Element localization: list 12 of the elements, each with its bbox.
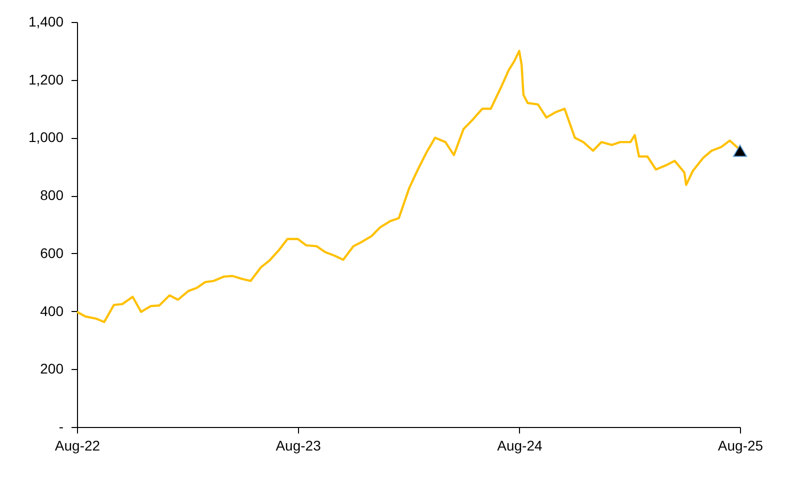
y-tick-label: 400 — [40, 302, 64, 319]
y-tick-label: 800 — [40, 187, 64, 204]
y-tick-label: 1,200 — [28, 71, 64, 88]
x-tick-label: Aug-23 — [276, 438, 322, 454]
y-tick-label: - — [58, 418, 64, 434]
x-tick-label: Aug-22 — [54, 438, 100, 454]
x-tick-label: Aug-24 — [497, 438, 542, 454]
y-tick-label: 1,400 — [28, 14, 64, 30]
y-tick-label: 600 — [40, 244, 64, 261]
x-tick-label: Aug-25 — [718, 438, 764, 454]
y-tick-label: 200 — [40, 360, 64, 377]
y-tick-label: 1,000 — [28, 129, 64, 146]
